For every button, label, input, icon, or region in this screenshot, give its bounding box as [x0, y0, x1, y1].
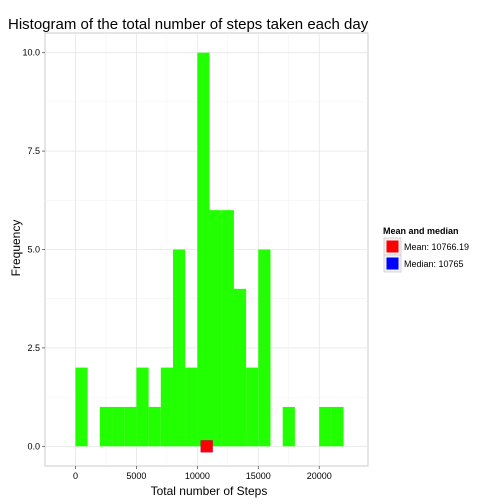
- y-tick-label: 0.0: [27, 441, 40, 451]
- histogram-bar: [172, 249, 186, 447]
- y-tick-label: 7.5: [27, 146, 40, 156]
- legend-title: Mean and median: [383, 226, 459, 236]
- histogram-bar: [282, 406, 295, 447]
- legend-label: Mean: 10766.19: [404, 242, 469, 252]
- histogram-bar: [319, 406, 332, 447]
- legend-label: Median: 10765: [404, 259, 464, 269]
- x-axis-ticks: 0 5000 10000 15000 20000: [73, 466, 332, 481]
- histogram-bar: [160, 367, 173, 447]
- histogram-bar: [221, 210, 234, 447]
- histogram-bar: [75, 367, 88, 447]
- histogram-bar: [124, 406, 137, 447]
- legend-key-swatch: [386, 240, 399, 253]
- histogram-bar: [112, 406, 125, 447]
- mean-marker: [200, 440, 213, 453]
- histogram-bar: [185, 367, 198, 447]
- mean-median-markers: [200, 440, 213, 453]
- histogram-bar: [197, 52, 210, 447]
- histogram-bars: [75, 52, 344, 447]
- y-axis-ticks: 0.0 2.5 5.0 7.5 10.0: [22, 48, 45, 451]
- y-axis-title: Frequency: [9, 220, 23, 277]
- chart-title: Histogram of the total number of steps t…: [8, 16, 369, 33]
- x-axis-title: Total number of Steps: [151, 484, 268, 498]
- x-tick-label: 20000: [307, 471, 332, 481]
- histogram-bar: [99, 406, 113, 447]
- y-tick-label: 2.5: [27, 343, 40, 353]
- histogram-bar: [331, 406, 344, 447]
- x-tick-label: 0: [73, 471, 78, 481]
- x-tick-label: 15000: [246, 471, 271, 481]
- x-tick-label: 5000: [126, 471, 146, 481]
- histogram-bar: [246, 367, 259, 447]
- legend-key-swatch: [386, 257, 399, 270]
- legend: Mean and median Mean: 10766.19 Median: 10…: [383, 226, 469, 273]
- histogram-bar: [233, 288, 247, 447]
- histogram-bar: [136, 367, 149, 447]
- histogram-bar: [258, 249, 271, 447]
- histogram-bar: [148, 406, 161, 447]
- histogram-bar: [209, 210, 222, 447]
- x-tick-label: 10000: [185, 471, 210, 481]
- y-tick-label: 10.0: [22, 48, 40, 58]
- y-tick-label: 5.0: [27, 245, 40, 255]
